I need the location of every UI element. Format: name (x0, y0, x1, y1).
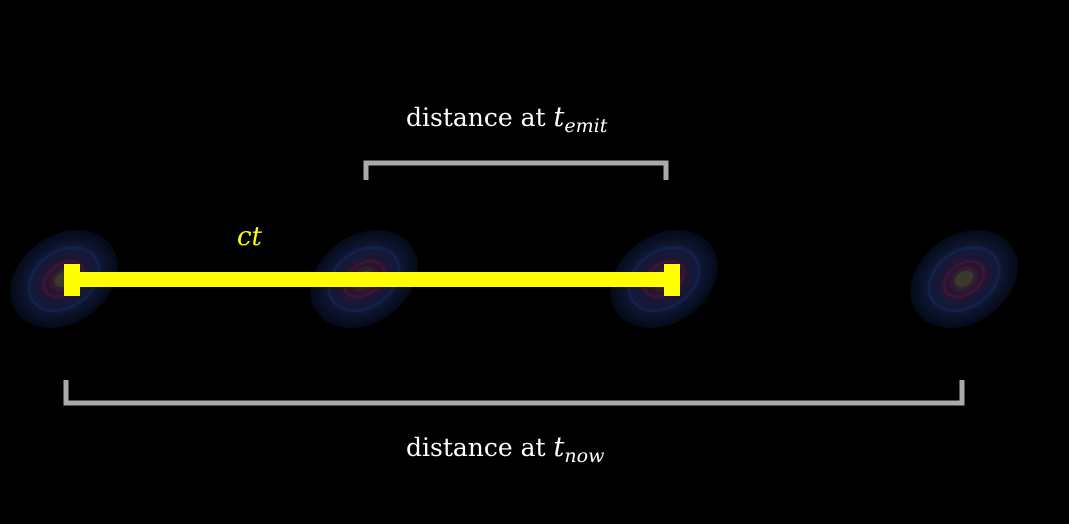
emit-distance-label: distance at temit (406, 102, 608, 137)
light-path-bar (64, 264, 680, 296)
galaxy-4 (910, 229, 1018, 329)
light-path-label: ct (237, 222, 263, 252)
now-distance-label: distance at tnow (406, 432, 605, 467)
now-distance-bracket (63, 380, 965, 406)
emit-distance-bracket (363, 160, 669, 180)
